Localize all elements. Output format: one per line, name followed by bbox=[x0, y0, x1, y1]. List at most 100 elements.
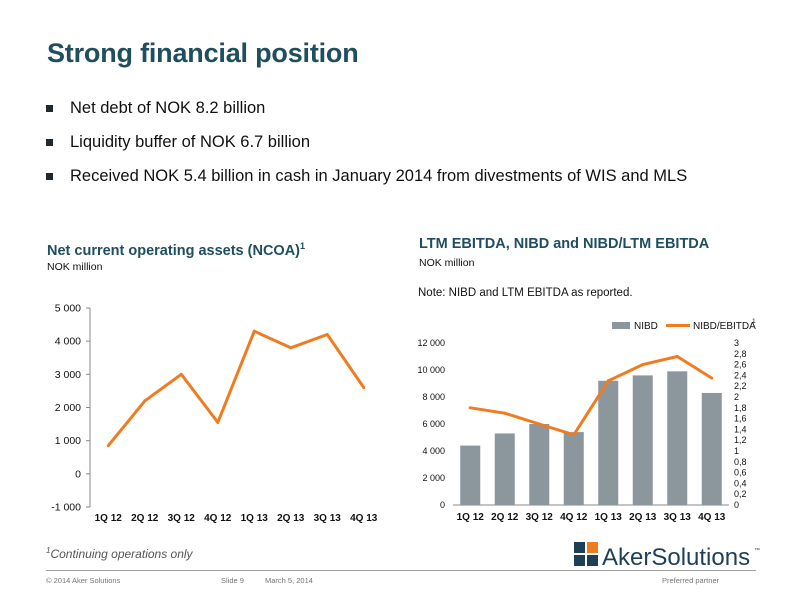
y-left-tick-label: 12 000 bbox=[417, 338, 445, 348]
y-tick-label: 1 000 bbox=[55, 435, 81, 447]
logo-square-icon bbox=[574, 542, 585, 553]
bullet-item: Liquidity buffer of NOK 6.7 billion bbox=[46, 131, 687, 165]
y-tick-label: 2 000 bbox=[55, 402, 81, 414]
footnote: 1Continuing operations only bbox=[46, 546, 193, 561]
bullet-text: Liquidity buffer of NOK 6.7 billion bbox=[70, 133, 310, 151]
ncoa-data-point bbox=[325, 333, 329, 337]
x-tick-label: 3Q 13 bbox=[314, 513, 342, 524]
nibd-bar bbox=[632, 375, 653, 505]
nibd-ebitda-data-point bbox=[503, 411, 507, 415]
bullet-item: Received NOK 5.4 billion in cash in Janu… bbox=[46, 165, 687, 199]
x-tick-label: 2Q 13 bbox=[277, 513, 305, 524]
y-right-tick-label: 0,4 bbox=[734, 478, 747, 488]
x-tick-label: 3Q 13 bbox=[664, 512, 692, 523]
aker-solutions-logo: AkerSolutions ™ bbox=[574, 542, 760, 570]
x-tick-label: 1Q 13 bbox=[595, 512, 623, 523]
nibd-bar bbox=[563, 432, 584, 505]
y-left-tick-label: 10 000 bbox=[417, 365, 445, 375]
nibd-bar bbox=[494, 433, 515, 505]
x-tick-label: 4Q 12 bbox=[560, 512, 588, 523]
bullet-text: Received NOK 5.4 billion in cash in Janu… bbox=[70, 167, 688, 185]
x-tick-label: 4Q 13 bbox=[350, 513, 378, 524]
y-right-tick-label: 0 bbox=[734, 500, 739, 510]
y-right-tick-label: 0,6 bbox=[734, 468, 747, 478]
footer-tagline: Preferred partner bbox=[662, 576, 720, 585]
legend-bar-swatch bbox=[612, 322, 630, 329]
y-right-tick-label: 1,2 bbox=[734, 435, 747, 445]
y-right-tick-label: 2 bbox=[734, 392, 739, 402]
y-left-tick-label: 0 bbox=[440, 500, 445, 510]
nibd-bar bbox=[701, 392, 722, 505]
y-right-tick-label: 2,4 bbox=[734, 370, 747, 380]
x-tick-label: 3Q 12 bbox=[168, 513, 196, 524]
x-tick-label: 3Q 12 bbox=[526, 512, 554, 523]
nibd-ebitda-data-point bbox=[572, 433, 576, 437]
ncoa-data-point bbox=[179, 372, 183, 376]
ncoa-data-point bbox=[362, 386, 366, 390]
y-left-tick-label: 4 000 bbox=[422, 446, 445, 456]
x-tick-label: 2Q 12 bbox=[491, 512, 519, 523]
ncoa-chart-subtitle: NOK million bbox=[47, 261, 103, 273]
y-left-tick-label: 8 000 bbox=[422, 392, 445, 402]
ncoa-series-line bbox=[107, 329, 366, 447]
ebitda-chart-note: Note: NIBD and LTM EBITDA as reported. bbox=[418, 287, 633, 299]
footer-slide-number: Slide 9 bbox=[221, 576, 244, 585]
ebitda-chart-subtitle: NOK million bbox=[419, 257, 475, 269]
y-tick-label: 5 000 bbox=[55, 303, 81, 315]
nibd-bar bbox=[460, 445, 481, 505]
nibd-ebitda-data-point bbox=[537, 422, 541, 426]
ncoa-data-point bbox=[143, 399, 147, 403]
x-tick-label: 2Q 12 bbox=[131, 513, 159, 524]
nibd-ebitda-series-line bbox=[470, 355, 713, 437]
legend-bar-label: NIBD bbox=[634, 321, 658, 332]
nibd-bar bbox=[529, 424, 550, 505]
y-left-tick-label: 2 000 bbox=[422, 473, 445, 483]
legend-line-label: NIBD/EBITDA bbox=[693, 321, 756, 332]
nibd-ebitda-data-point bbox=[675, 355, 679, 358]
nibd-bar bbox=[598, 380, 619, 505]
y-left-tick-label: 6 000 bbox=[422, 419, 445, 429]
ncoa-data-point bbox=[216, 420, 220, 424]
nibd-ebitda-data-point bbox=[606, 379, 610, 383]
ncoa-data-point bbox=[106, 444, 110, 448]
footnote-text: Continuing operations only bbox=[50, 547, 193, 561]
legend-line-sup: 1 bbox=[752, 318, 756, 325]
logo-text: AkerSolutions bbox=[602, 544, 750, 570]
y-tick-label: 3 000 bbox=[55, 369, 81, 381]
logo-square-icon bbox=[574, 555, 585, 566]
bullet-square-icon bbox=[46, 173, 53, 180]
bullet-square-icon bbox=[46, 105, 53, 112]
x-tick-label: 4Q 12 bbox=[204, 513, 232, 524]
footer-copyright: © 2014 Aker Solutions bbox=[46, 576, 121, 585]
x-tick-label: 2Q 13 bbox=[629, 512, 657, 523]
footnote-mark: 1 bbox=[46, 546, 51, 555]
bullet-square-icon bbox=[46, 139, 53, 146]
bullet-list: Net debt of NOK 8.2 billion Liquidity bu… bbox=[46, 97, 687, 199]
x-tick-label: 4Q 13 bbox=[698, 512, 726, 523]
ncoa-title-sup: 1 bbox=[300, 241, 306, 251]
x-tick-label: 1Q 12 bbox=[457, 512, 485, 523]
ebitda-chart-title: LTM EBITDA, NIBD and NIBD/LTM EBITDA bbox=[419, 236, 710, 252]
nibd-ebitda-data-point bbox=[710, 376, 714, 380]
x-tick-label: 1Q 12 bbox=[95, 513, 123, 524]
bullet-text: Net debt of NOK 8.2 billion bbox=[70, 99, 266, 117]
y-right-tick-label: 1,6 bbox=[734, 414, 747, 424]
y-right-tick-label: 1,8 bbox=[734, 403, 747, 413]
footer-date: March 5, 2014 bbox=[265, 576, 313, 585]
y-tick-label: -1 000 bbox=[51, 502, 81, 514]
y-tick-label: 4 000 bbox=[55, 336, 81, 348]
footer-divider bbox=[46, 570, 756, 571]
y-right-tick-label: 1,4 bbox=[734, 424, 747, 434]
y-right-tick-label: 2,8 bbox=[734, 349, 747, 359]
y-right-tick-label: 0,8 bbox=[734, 457, 747, 467]
y-tick-label: 0 bbox=[75, 468, 81, 480]
bullet-item: Net debt of NOK 8.2 billion bbox=[46, 97, 687, 131]
y-right-tick-label: 1 bbox=[734, 446, 739, 456]
ncoa-title-text: Net current operating assets (NCOA) bbox=[47, 242, 300, 259]
logo-tm: ™ bbox=[754, 547, 760, 554]
ncoa-data-point bbox=[289, 346, 293, 350]
ncoa-chart-title: Net current operating assets (NCOA)1 bbox=[47, 241, 305, 259]
nibd-ebitda-data-point bbox=[641, 363, 645, 367]
